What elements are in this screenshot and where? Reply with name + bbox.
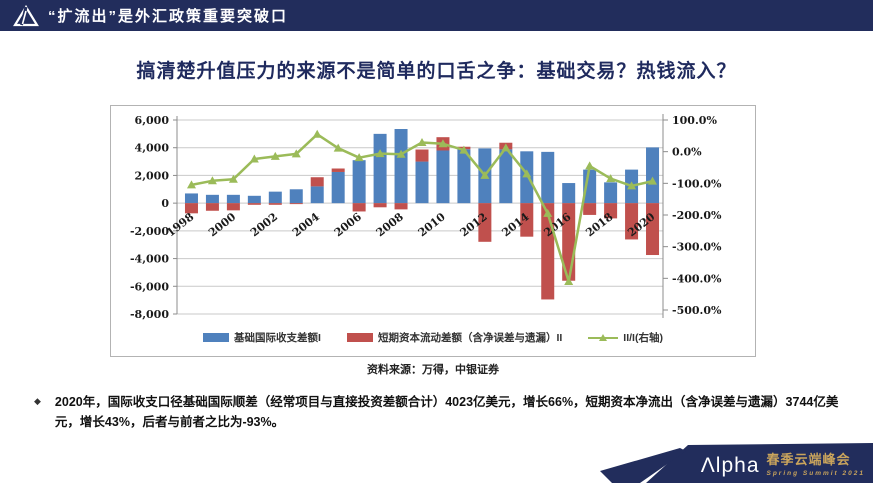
banner-shape [600,443,873,483]
svg-text:-4,000: -4,000 [130,253,169,266]
red-swatch-icon [346,333,373,342]
event-title-cn: 春季云端峰会 [766,452,851,468]
svg-text:2004: 2004 [290,210,322,239]
diamond-bullet-icon: ◆ [34,396,41,406]
chart-plot-area: 6,000 4,000 2,000 0 -2,000 -4,000 -6,000 -8,000… [130,114,722,321]
svg-text:2006: 2006 [332,210,364,239]
legend-label: 基础国际收支差额I [234,332,321,344]
svg-text:0.0%: 0.0% [672,146,702,159]
slide-title: 搞清楚升值压力的来源不是简单的口舌之争：基础交易？热钱流入？ [136,61,737,82]
svg-text:1998: 1998 [164,210,196,239]
blue-swatch-icon [203,333,230,342]
svg-text:100.0%: 100.0% [672,114,717,127]
event-title-en: Spring Summit 2021 [766,469,865,477]
svg-text:2002: 2002 [248,210,280,239]
svg-text:-100.0%: -100.0% [672,177,722,190]
legend-item-ratio: II/I(右轴) [588,330,663,345]
svg-text:0: 0 [161,197,169,210]
svg-text:2000: 2000 [206,210,238,239]
svg-text:-400.0%: -400.0% [672,272,722,285]
legend-item-basic-balance: 基础国际收支差额I [203,330,321,345]
chart-legend: 基础国际收支差额I 短期资本流动差额（含净误差与遗漏）II II/I(右轴) [111,330,755,345]
svg-text:-6,000: -6,000 [130,280,169,293]
header-bar: “扩流出”是外汇政策重要突破口 [0,0,873,31]
svg-text:-2,000: -2,000 [130,225,169,238]
svg-text:6,000: 6,000 [135,114,170,127]
header-title: “扩流出”是外汇政策重要突破口 [48,8,289,25]
footer-banner: Λlpha 春季云端峰会 Spring Summit 2021 [600,432,873,483]
legend-item-short-term-capital: 短期资本流动差额（含净误差与遗漏）II [346,330,563,345]
svg-text:-300.0%: -300.0% [672,241,722,254]
bullet-point: ◆ 2020年，国际收支口径基础国际顺差（经常项目与直接投资差额合计）4023亿… [30,392,858,432]
alpha-wordmark: Λlpha [700,453,760,477]
svg-text:-8,000: -8,000 [130,308,169,321]
source-note: 资料来源：万得，中银证券 [367,364,499,376]
svg-text:-500.0%: -500.0% [672,304,722,317]
green-line-marker-icon [588,333,619,343]
svg-text:2008: 2008 [374,210,406,239]
svg-text:-200.0%: -200.0% [672,209,722,222]
alpha-triangle-logo-icon [13,4,39,26]
banner-content: Λlpha 春季云端峰会 Spring Summit 2021 [692,447,873,483]
chart: 6,000 4,000 2,000 0 -2,000 -4,000 -6,000 -8,000… [110,105,756,357]
legend-label: 短期资本流动差额（含净误差与遗漏）II [377,332,563,344]
bullet-text: 2020年，国际收支口径基础国际顺差（经常项目与直接投资差额合计）4023亿美元… [54,395,839,429]
svg-text:4,000: 4,000 [135,142,170,155]
svg-text:2,000: 2,000 [135,169,170,182]
legend-label: II/I(右轴) [623,332,663,344]
svg-text:2010: 2010 [416,210,448,239]
event-title: 春季云端峰会 Spring Summit 2021 [766,452,866,477]
